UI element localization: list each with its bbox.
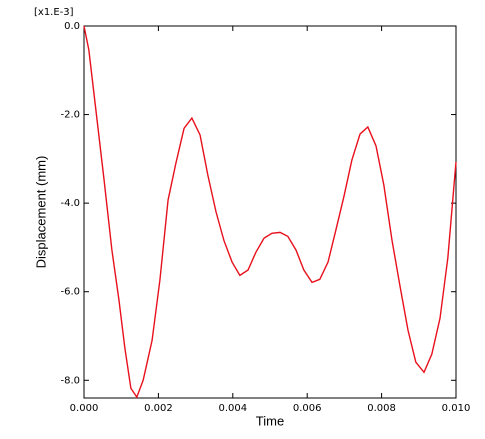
x-tick-label: 0.008 xyxy=(367,403,396,414)
y-tick-label: 0.0 xyxy=(64,21,80,32)
scale-label: [x1.E-3] xyxy=(34,7,74,18)
y-tick-label: -4.0 xyxy=(60,198,80,209)
y-tick-label: -8.0 xyxy=(60,375,80,386)
y-axis-title: Displacement (mm) xyxy=(33,156,48,269)
x-tick-label: 0.010 xyxy=(442,403,471,414)
x-tick-label: 0.006 xyxy=(293,403,322,414)
plot-frame xyxy=(83,25,457,399)
y-tick-label: -2.0 xyxy=(60,110,80,121)
x-tick-label: 0.004 xyxy=(218,403,247,414)
x-tick-label: 0.002 xyxy=(144,403,173,414)
y-tick-label: -6.0 xyxy=(60,287,80,298)
x-tick-label: 0.000 xyxy=(70,403,99,414)
x-axis-title: Time xyxy=(256,413,284,428)
data-line xyxy=(83,25,457,399)
